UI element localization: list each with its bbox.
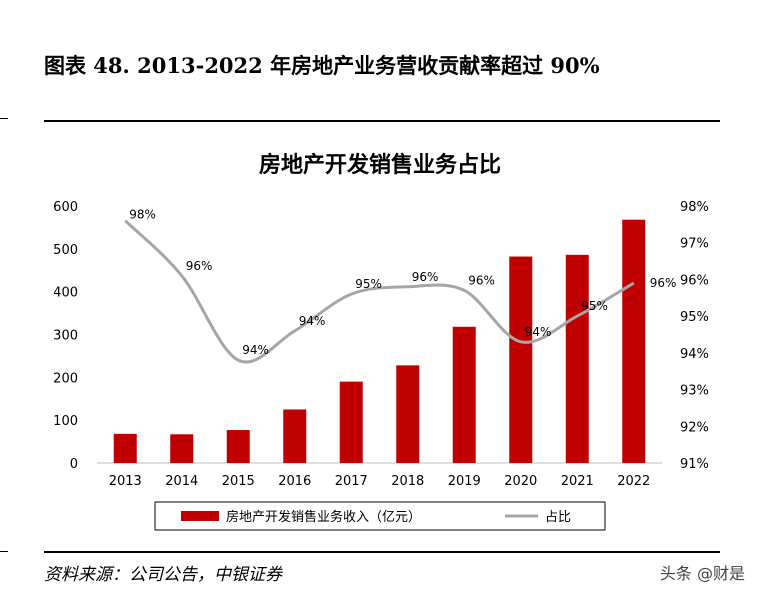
y-tick-label: 200 [53,371,78,386]
chart-title: 房地产开发销售业务占比 [259,152,501,178]
source-note: 资料来源：公司公告，中银证券 [44,565,282,585]
y-tick-label: 0 [70,457,78,472]
y2-tick-label: 91% [680,457,709,472]
bar [170,434,194,463]
y-tick-label: 400 [53,286,78,301]
y2-tick-label: 94% [680,347,709,362]
point-label: 94% [525,325,552,339]
legend-frame [154,501,606,531]
x-tick-label: 2019 [448,474,481,489]
point-label: 95% [581,299,608,313]
y-axis-left: 0 100 200 300 400 500 600 [53,200,78,472]
bar-series [113,219,646,463]
series-line [124,219,635,364]
y2-tick-label: 95% [680,310,709,325]
point-label: 98% [129,208,156,222]
legend-swatch-bar [181,511,219,521]
point-label: 94% [242,343,269,357]
bar [226,430,250,463]
point-label: 96% [468,273,495,287]
x-tick-label: 2020 [504,474,537,489]
bar [339,381,363,463]
point-label: 96% [186,259,213,273]
legend: 房地产开发销售业务收入（亿元） 占比 [154,501,606,531]
x-tick-label: 2017 [335,474,368,489]
y-tick-label: 600 [53,200,78,215]
left-edge-tick-bottom [0,551,8,552]
legend-label-bar: 房地产开发销售业务收入（亿元） [226,509,421,525]
bar [396,365,420,463]
y2-tick-label: 97% [680,237,709,252]
x-tick-label: 2016 [278,474,311,489]
y-tick-label: 500 [53,243,78,258]
bar [113,433,137,463]
x-tick-label: 2018 [391,474,424,489]
y-tick-label: 100 [53,414,78,429]
x-tick-label: 2015 [222,474,255,489]
y2-tick-label: 98% [680,200,709,215]
point-label: 95% [355,277,382,291]
x-tick-label: 2013 [109,474,142,489]
point-label: 96% [412,270,439,284]
x-axis: 2013 2014 2015 2016 2017 2018 2019 2020 2021 2022 [109,474,651,489]
bottom-rule [44,551,720,553]
x-tick-label: 2021 [561,474,594,489]
left-edge-tick-top [0,118,8,119]
point-label: 94% [299,314,326,328]
bar [452,326,476,463]
top-rule [44,120,720,122]
x-tick-label: 2014 [165,474,198,489]
y2-tick-label: 93% [680,384,709,399]
watermark: 头条 @财是 [659,564,745,583]
bar [622,219,646,463]
y-axis-right: 91% 92% 93% 94% 95% 96% 97% 98% [680,200,709,472]
bar [509,256,533,463]
bar [283,409,307,463]
y2-tick-label: 92% [680,420,709,435]
legend-label-line: 占比 [545,510,571,525]
point-label: 96% [650,276,677,290]
bar [565,254,589,463]
x-tick-label: 2022 [617,474,650,489]
y-tick-label: 300 [53,329,78,344]
y2-tick-label: 96% [680,273,709,288]
line-series: 98% 96% 94% 94% 95% 96% 96% 94% 95% 96% [124,208,677,364]
figure-title: 图表 48. 2013-2022 年房地产业务营收贡献率超过 90% [44,53,600,78]
